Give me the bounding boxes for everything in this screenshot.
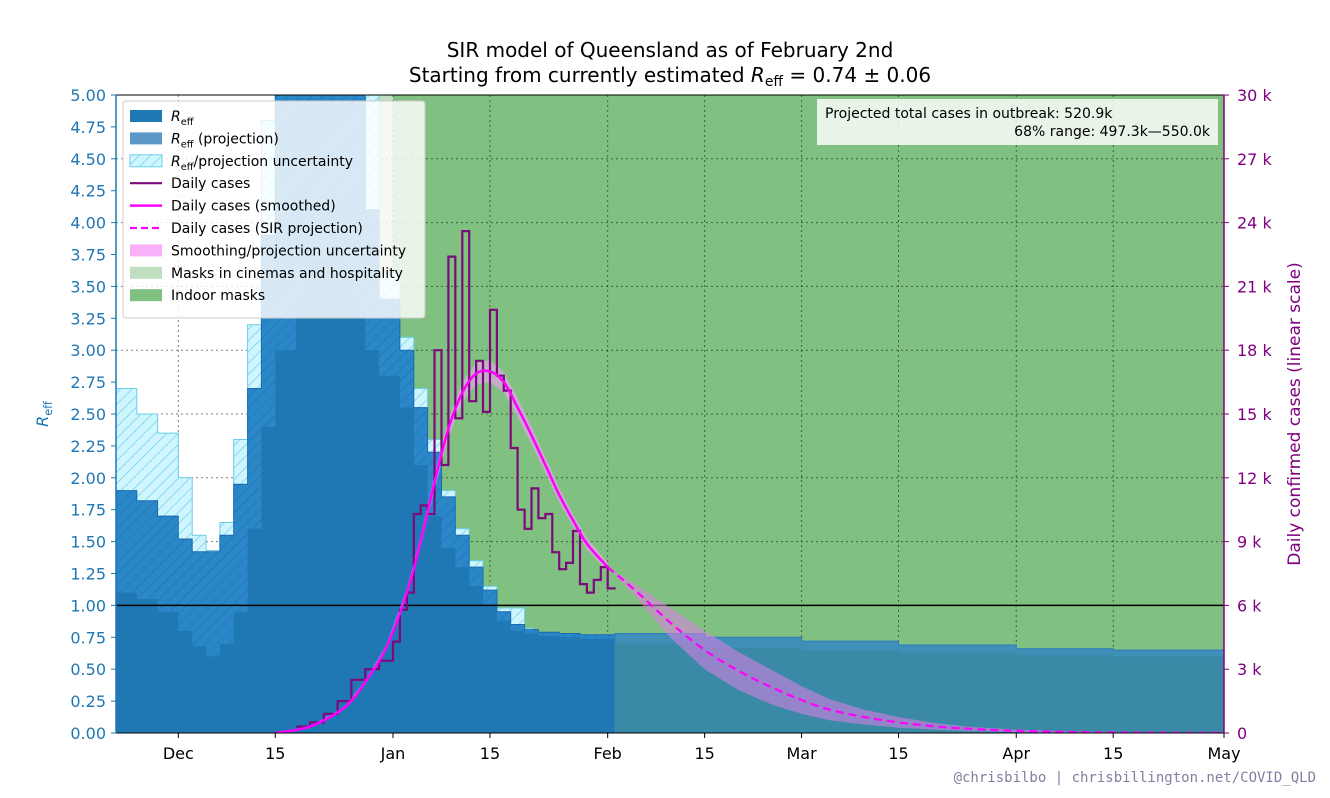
legend-item-reff_proj: Reff (projection) — [130, 131, 279, 150]
y-tick-label-left: 4.50 — [70, 150, 106, 169]
legend-label: Daily cases (SIR projection) — [171, 221, 363, 237]
x-tick-label: Mar — [786, 744, 817, 763]
y-tick-label-right: 18 k — [1237, 341, 1272, 360]
y-tick-label-right: 0 — [1237, 724, 1247, 743]
legend-swatch — [130, 289, 162, 302]
chart-title-line2: Starting from currently estimated Reff =… — [409, 63, 931, 90]
y-tick-label-right: 24 k — [1237, 214, 1272, 233]
y-tick-label-right: 21 k — [1237, 277, 1272, 296]
x-tick-label: 15 — [694, 744, 714, 763]
y-tick-label-left: 0.75 — [70, 628, 106, 647]
reff-area — [116, 260, 623, 733]
legend-swatch — [130, 132, 162, 145]
legend-item-mask2: Indoor masks — [130, 288, 265, 304]
y-tick-label-right: 6 k — [1237, 596, 1262, 615]
y-tick-label-left: 1.50 — [70, 533, 106, 552]
x-tick-label: Apr — [1002, 744, 1030, 763]
legend-swatch — [130, 244, 162, 257]
x-tick-label: May — [1207, 744, 1240, 763]
legend-item-smooth: Daily cases (smoothed) — [130, 199, 336, 215]
legend-label: Indoor masks — [171, 288, 265, 304]
y-tick-label-left: 1.75 — [70, 501, 106, 520]
legend-label: Reff — [171, 109, 194, 128]
annotation-box — [817, 99, 1218, 145]
legend-box — [122, 100, 426, 319]
legend-label: Masks in cinemas and hospitality — [171, 266, 403, 282]
legend-item-band: Smoothing/projection uncertainty — [130, 243, 406, 259]
y-tick-label-left: 3.00 — [70, 341, 106, 360]
x-tick-label: Dec — [163, 744, 194, 763]
y-tick-label-left: 0.25 — [70, 692, 106, 711]
y-tick-label-right: 15 k — [1237, 405, 1272, 424]
reff-projection-area — [614, 643, 1224, 733]
legend-label: Reff (projection) — [171, 131, 279, 150]
legend-item-sir: Daily cases (SIR projection) — [130, 221, 363, 237]
annotation-line2: 68% range: 497.3k—550.0k — [1014, 124, 1211, 140]
legend: Reff Reff (projection) Reff/projection unc… — [122, 100, 426, 319]
y-tick-label-left: 0.00 — [70, 724, 106, 743]
legend-label: Daily cases (smoothed) — [171, 199, 336, 215]
y-tick-label-right: 27 k — [1237, 150, 1272, 169]
legend-swatch — [130, 110, 162, 122]
legend-label: Daily cases — [171, 176, 250, 192]
y-axis-label-right: Daily confirmed cases (linear scale) — [1285, 262, 1305, 565]
x-tick-label: 15 — [480, 744, 500, 763]
y-tick-label-left: 2.00 — [70, 469, 106, 488]
legend-item-mask1: Masks in cinemas and hospitality — [130, 266, 403, 282]
y-tick-label-left: 1.25 — [70, 565, 106, 584]
y-tick-label-left: 3.25 — [70, 309, 106, 328]
credit-text: @chrisbilbo | chrisbillington.net/COVID_… — [954, 770, 1316, 786]
y-tick-label-left: 0.50 — [70, 660, 106, 679]
y-tick-label-right: 9 k — [1237, 533, 1262, 552]
daily-cases-line — [296, 230, 616, 728]
y-tick-label-left: 4.25 — [70, 182, 106, 201]
legend-swatch — [129, 154, 163, 168]
legend-swatch — [130, 266, 162, 279]
x-tick-label: 15 — [888, 744, 908, 763]
legend-label: Smoothing/projection uncertainty — [171, 243, 406, 259]
x-tick-label: 15 — [265, 744, 285, 763]
projection-uncertainty-band — [607, 567, 1224, 733]
y-tick-label-left: 4.00 — [70, 214, 106, 233]
y-tick-label-left: 4.75 — [70, 118, 106, 137]
chart-title-line1: SIR model of Queensland as of February 2… — [447, 38, 894, 62]
y-tick-label-left: 2.75 — [70, 373, 106, 392]
legend-item-reff: Reff — [130, 109, 194, 128]
y-tick-label-right: 30 k — [1237, 86, 1272, 105]
y-tick-label-left: 5.00 — [70, 86, 106, 105]
projection-annotation: Projected total cases in outbreak: 520.9… — [817, 99, 1218, 145]
y-tick-label-right: 3 k — [1237, 660, 1262, 679]
y-tick-label-left: 3.50 — [70, 277, 106, 296]
x-tick-label: Feb — [594, 744, 622, 763]
y-tick-label-right: 12 k — [1237, 469, 1272, 488]
x-tick-label: Jan — [380, 744, 406, 763]
annotation-line1: Projected total cases in outbreak: 520.9… — [825, 106, 1113, 122]
daily-cases-smoothed-line — [275, 369, 609, 733]
y-tick-label-left: 1.00 — [70, 596, 106, 615]
x-tick-label: 15 — [1103, 744, 1123, 763]
daily-cases-sir-projection-line — [606, 566, 1224, 733]
legend-item-cases: Daily cases — [130, 176, 250, 192]
y-axis-label-left: Reff — [33, 401, 55, 427]
y-tick-label-left: 2.25 — [70, 437, 106, 456]
legend-item-unc: Reff/projection uncertainty — [129, 154, 353, 173]
y-tick-label-left: 2.50 — [70, 405, 106, 424]
legend-label: Reff/projection uncertainty — [171, 154, 353, 173]
y-tick-label-left: 3.75 — [70, 246, 106, 265]
